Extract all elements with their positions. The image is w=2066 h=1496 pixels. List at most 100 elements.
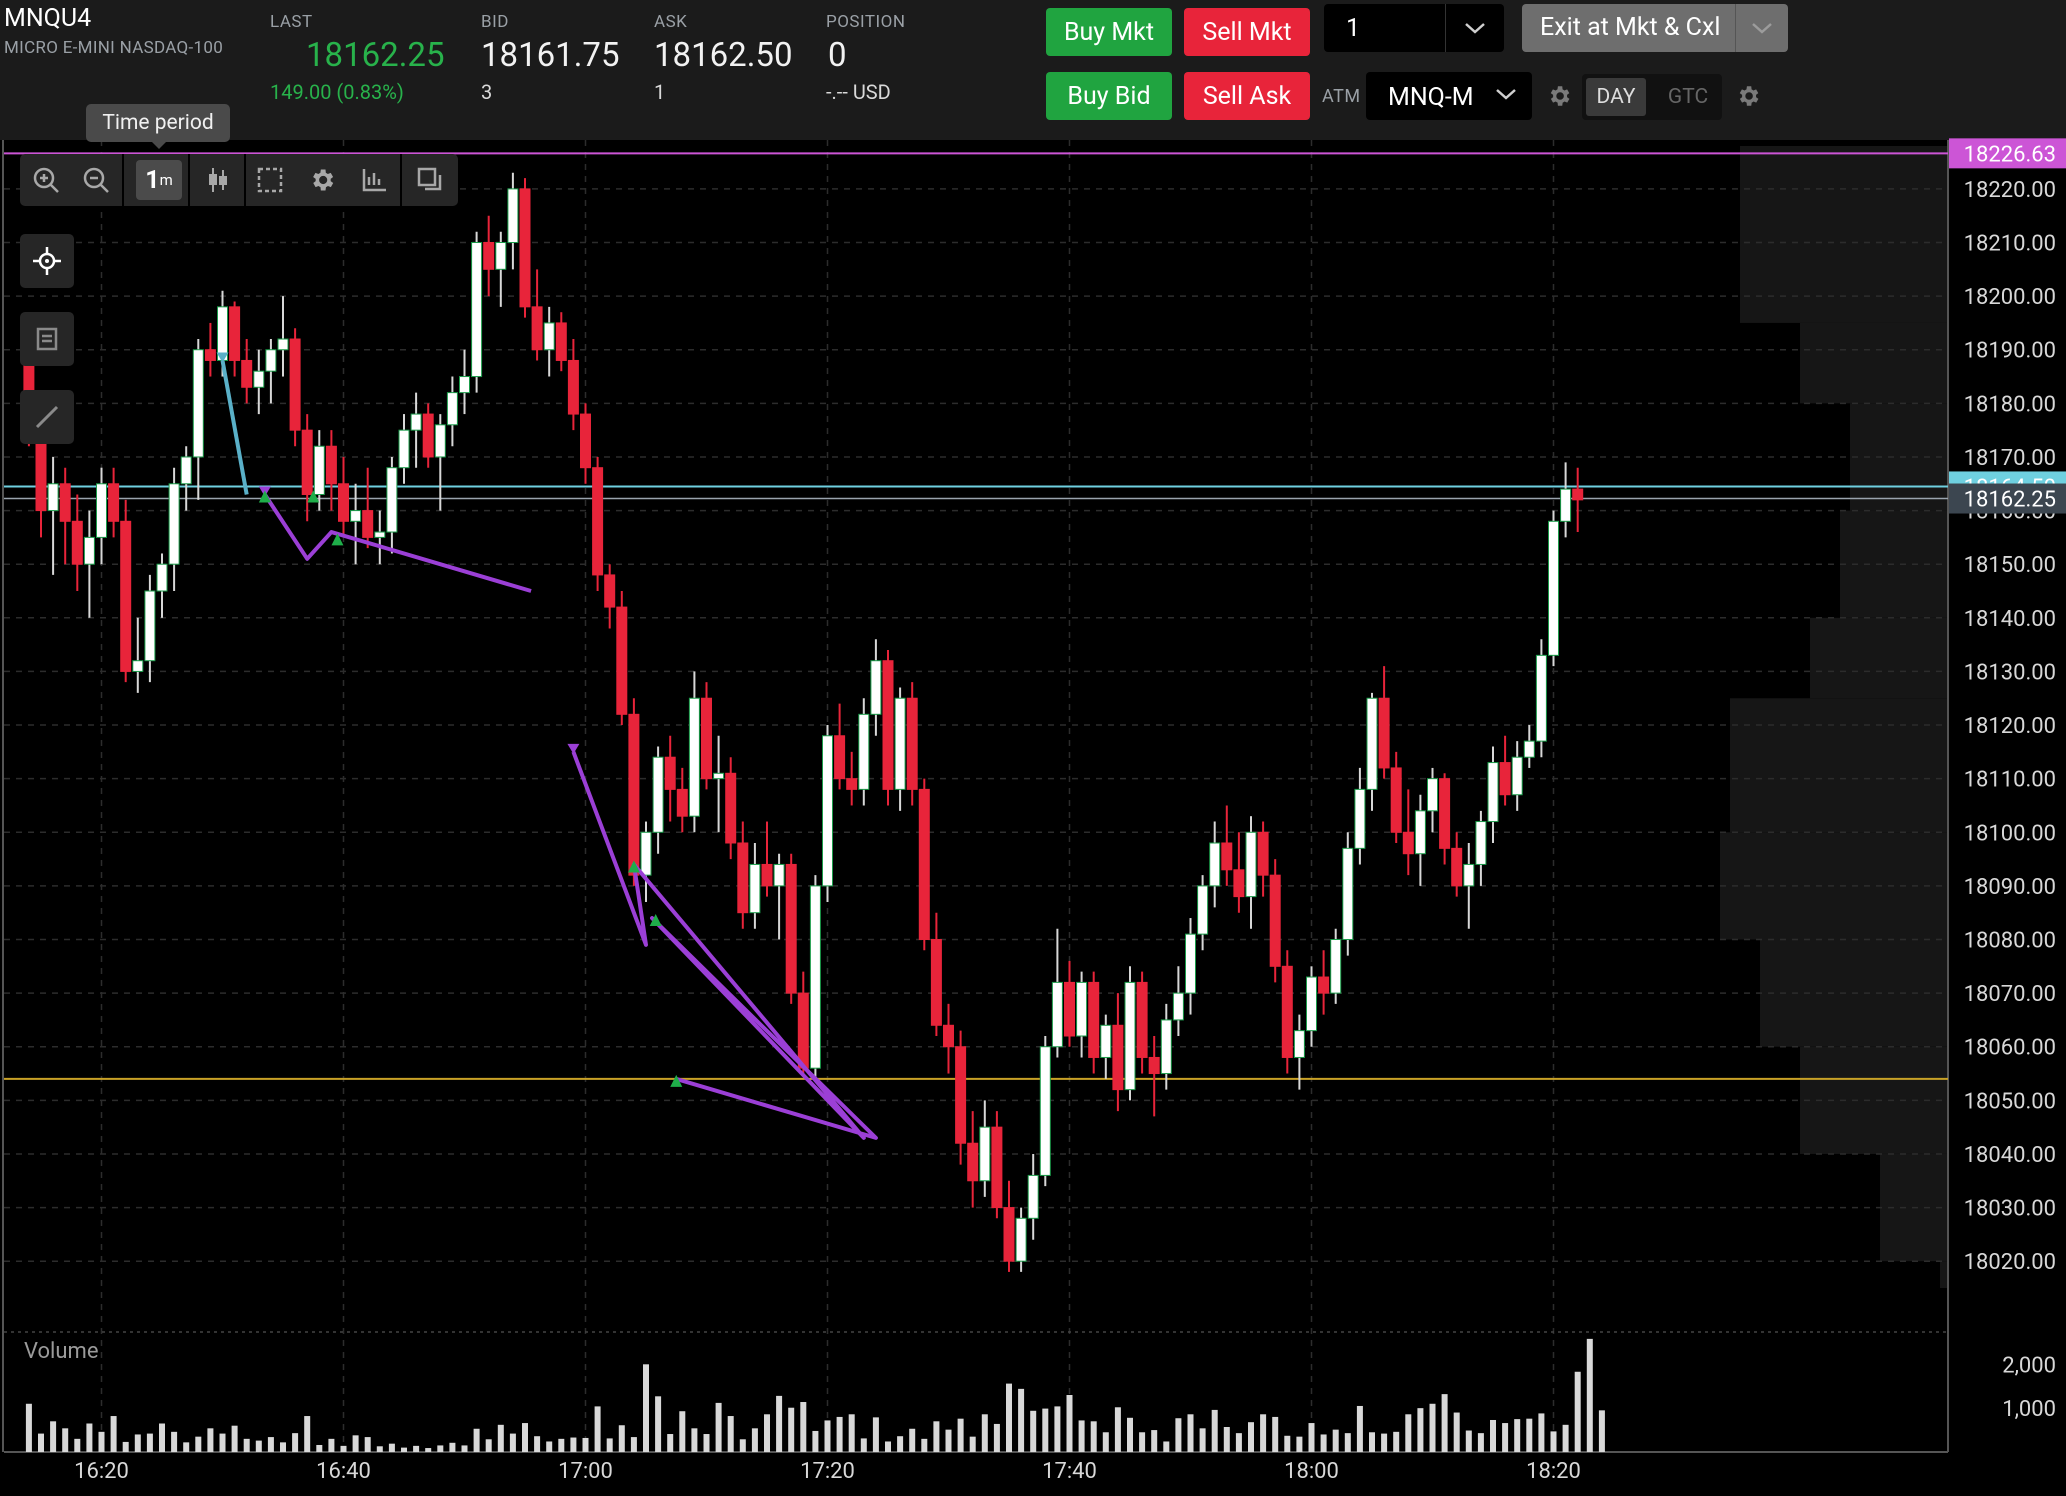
price-axis: 18220.00 18210.00 18200.00 18190.00 18180.00… [1964,178,2056,1275]
volume-bar [38,1433,44,1452]
tif-day[interactable]: DAY [1586,78,1646,116]
candle-up [1560,488,1572,522]
period-unit: m [159,171,173,189]
sell-mkt-button[interactable]: Sell Mkt [1184,8,1310,56]
volume-bar [1175,1418,1182,1452]
candle-up [1209,842,1221,887]
ask-label: ASK [654,12,688,32]
candle-down [906,697,918,790]
volume-bar [1586,1338,1593,1452]
gear-icon[interactable] [1735,83,1761,109]
candle-down [1257,831,1269,876]
candle-up [1124,981,1136,1091]
buy-marker [627,860,640,873]
candle-up [858,713,870,790]
axis-icon[interactable] [348,154,400,206]
candle-down [930,939,942,1026]
volume-bar [110,1416,117,1452]
crosshair-icon[interactable] [20,234,74,288]
quantity-input[interactable]: 1 [1324,4,1504,52]
volume-bar [328,1438,335,1452]
volume-bar [219,1433,226,1452]
buy-bid-button[interactable]: Buy Bid [1046,72,1172,120]
candle-down [59,483,71,522]
bid-label: BID [481,12,509,32]
buy-mkt-button[interactable]: Buy Mkt [1046,8,1172,56]
candle-down [1136,981,1148,1058]
list-icon[interactable] [20,312,74,366]
selection-icon[interactable] [244,154,296,206]
volume-bar [643,1364,649,1452]
candle-up [459,376,470,394]
candle-up [83,536,95,565]
line-tool-icon[interactable] [20,390,74,444]
volume-bar [1127,1417,1133,1452]
candle-up [1100,1024,1112,1058]
volume-bars [25,1338,1605,1452]
candle-down [955,1046,967,1144]
volume-bar [1502,1423,1509,1452]
gear-icon[interactable] [296,154,348,206]
volume-profile-bar [1940,1261,1948,1288]
zoom-in-icon[interactable] [20,154,72,206]
candlestick-icon[interactable] [192,154,244,206]
atm-label: ATM [1322,86,1361,107]
volume-profile-bar [1740,146,1948,323]
volume-bar [352,1435,359,1452]
volume-bar [231,1425,238,1452]
time-tick-label: 17:20 [800,1459,855,1484]
time-in-force-toggle[interactable]: DAY GTC [1582,74,1722,120]
zoom-out-icon[interactable] [70,154,122,206]
volume-bar [909,1428,916,1452]
chevron-down-icon[interactable] [1735,4,1788,52]
candle-up [434,424,446,458]
candle-down [1402,831,1414,855]
volume-bar [255,1440,262,1452]
symbol[interactable]: MNQU4 [4,4,92,33]
tif-gtc[interactable]: GTC [1667,85,1709,109]
price-tick-label: 18040.00 [1964,1143,2056,1168]
volume-bar [1272,1416,1279,1452]
sell-ask-button[interactable]: Sell Ask [1184,72,1310,120]
price-tick-label: 18210.00 [1964,232,2056,257]
candle-down [1390,767,1402,833]
volume-bar [1538,1413,1545,1452]
exit-at-mkt-button[interactable]: Exit at Mkt & Cxl [1522,4,1788,52]
atm-select[interactable]: MNQ-M [1366,72,1532,120]
candle-up [1330,939,1342,994]
chevron-down-icon[interactable] [1445,4,1504,52]
candle-up [1366,697,1378,790]
volume-bar [836,1416,843,1452]
candle-up [543,322,555,351]
candle-down [761,863,773,887]
volume-bar [159,1423,165,1452]
volume-bar [715,1402,722,1452]
candle-down [834,735,846,780]
window-icon[interactable] [404,154,456,206]
volume-bar [1514,1419,1521,1452]
time-tick-label: 16:40 [316,1459,371,1484]
volume-bar [1260,1414,1267,1452]
candle-up [894,697,906,790]
volume-bar [1102,1432,1109,1452]
candle-up [809,885,821,1069]
drawing-anchor [216,352,229,363]
volume-bar [981,1414,988,1452]
price-tick-label: 18150.00 [1964,553,2056,578]
candle-down [676,788,688,817]
candle-up [47,483,59,512]
volume-bar [62,1428,69,1452]
volume-bar [727,1416,734,1452]
ask-price: 18162.50 [654,36,793,75]
ask-size: 1 [654,80,666,104]
candle-down [725,772,737,844]
gear-icon[interactable] [1546,83,1572,109]
price-tick-label: 18130.00 [1964,660,2056,685]
volume-bar [1405,1414,1412,1452]
candle-up [688,697,700,817]
candle-down [108,483,120,522]
candle-down [519,188,531,308]
